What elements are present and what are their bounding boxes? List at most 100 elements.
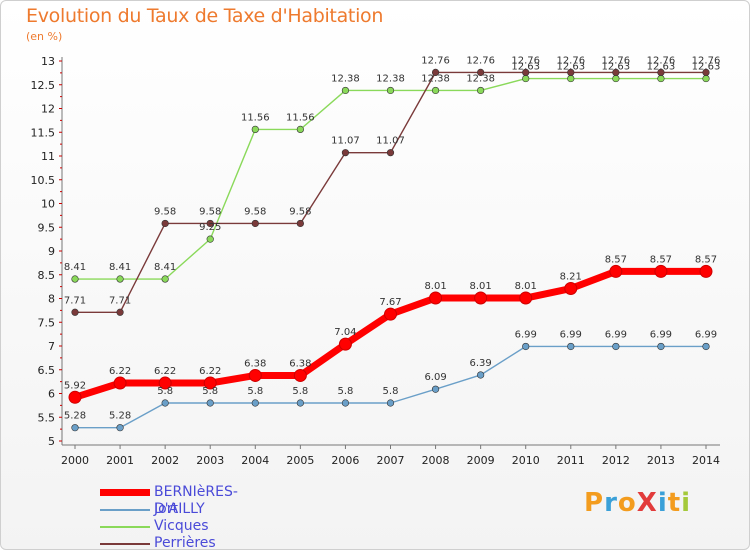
legend-swatch-vicques	[100, 526, 150, 528]
x-tick-label: 2001	[106, 454, 134, 467]
logo-letter: o	[617, 488, 637, 518]
data-label-3: 12.76	[647, 55, 676, 66]
data-point-1	[567, 342, 575, 351]
y-tick-label: 13	[41, 55, 55, 68]
data-label-0: 6.22	[199, 366, 221, 377]
x-tick-label: 2013	[647, 454, 675, 467]
data-label-0: 5.92	[64, 380, 86, 391]
x-tick-label: 2002	[151, 454, 179, 467]
x-tick-label: 2004	[241, 454, 269, 467]
x-tick-label: 2000	[61, 454, 89, 467]
data-point-0	[158, 376, 172, 390]
data-point-1	[161, 399, 169, 407]
data-point-1	[386, 399, 395, 407]
data-label-2: 12.63	[647, 62, 676, 73]
data-label-1: 6.99	[695, 329, 717, 340]
legend-swatch-jort	[100, 509, 150, 511]
data-label-2: 12.63	[602, 62, 631, 73]
x-tick-label: 2005	[286, 454, 314, 467]
data-point-0	[68, 390, 82, 404]
data-point-1	[522, 342, 530, 351]
data-point-2	[702, 74, 710, 83]
data-point-3	[296, 219, 304, 228]
data-label-3: 11.07	[331, 136, 360, 147]
y-tick-label: 5.5	[38, 411, 56, 424]
data-label-3: 9.58	[154, 206, 176, 217]
data-point-2	[522, 74, 530, 83]
data-point-2	[386, 86, 395, 95]
data-label-0: 8.01	[424, 281, 446, 292]
data-point-0	[654, 264, 668, 278]
data-point-2	[477, 86, 485, 95]
data-point-0	[519, 291, 533, 305]
data-label-0: 8.57	[605, 254, 627, 265]
y-tick-label: 7.5	[38, 316, 56, 329]
data-point-3	[71, 308, 79, 316]
data-label-0: 8.01	[470, 281, 492, 292]
proxiti-logo: ProXiti	[584, 488, 691, 518]
logo-letter: i	[657, 488, 668, 518]
data-label-0: 8.01	[515, 281, 537, 292]
data-label-2: 8.41	[109, 262, 131, 273]
data-point-2	[116, 275, 124, 283]
data-label-1: 5.8	[383, 386, 399, 397]
data-point-1	[206, 399, 214, 407]
data-point-3	[251, 219, 259, 228]
data-point-2	[567, 74, 575, 83]
logo-letter: r	[604, 488, 618, 518]
legend-label-jort: Jort	[154, 501, 178, 517]
data-point-0	[203, 376, 217, 390]
data-label-1: 5.8	[247, 386, 263, 397]
data-point-1	[296, 399, 304, 407]
data-label-2: 12.38	[466, 73, 495, 84]
data-label-3: 12.76	[421, 55, 450, 66]
data-label-3: 11.07	[376, 136, 405, 147]
data-label-1: 6.39	[470, 358, 492, 369]
data-label-2: 12.63	[692, 62, 721, 73]
data-label-3: 12.76	[466, 55, 495, 66]
data-point-3	[431, 68, 440, 76]
data-point-2	[657, 74, 665, 83]
data-point-0	[293, 368, 307, 382]
x-tick-label: 2014	[692, 454, 720, 467]
data-label-1: 5.8	[337, 386, 353, 397]
data-point-0	[609, 264, 623, 278]
data-label-0: 6.22	[154, 366, 176, 377]
data-point-3	[612, 68, 620, 76]
data-label-2: 8.41	[154, 262, 176, 273]
legend-label-bernieres: BERNIèRES-D'AILLY	[154, 484, 238, 517]
x-tick-label: 2007	[377, 454, 405, 467]
logo-letter: i	[681, 488, 692, 518]
y-tick-label: 5	[48, 435, 55, 448]
data-label-2: 12.63	[511, 62, 540, 73]
data-point-3	[477, 68, 485, 76]
data-label-2: 11.56	[241, 112, 270, 123]
data-point-3	[341, 149, 350, 157]
data-label-3: 12.76	[556, 55, 585, 66]
legend-swatch-bernieres	[100, 489, 150, 496]
data-label-2: 9.25	[199, 222, 221, 233]
series-line-2	[75, 77, 706, 280]
data-label-3: 7.71	[64, 295, 86, 306]
data-label-3: 12.76	[602, 55, 631, 66]
data-label-1: 5.8	[292, 386, 308, 397]
data-point-1	[431, 385, 440, 393]
legend-label-perrieres: Perrières	[154, 535, 216, 551]
data-label-1: 5.8	[157, 386, 173, 397]
x-tick-label: 2012	[602, 454, 630, 467]
data-label-3: 12.76	[511, 55, 540, 66]
logo-letter: t	[667, 488, 682, 518]
data-label-2: 11.56	[286, 112, 315, 123]
data-point-0	[429, 291, 443, 305]
y-tick-label: 8.5	[38, 269, 56, 282]
data-label-1: 6.99	[650, 329, 672, 340]
x-tick-label: 2011	[557, 454, 585, 467]
data-label-0: 8.57	[650, 254, 672, 265]
data-point-2	[431, 86, 440, 95]
data-label-1: 5.28	[64, 411, 86, 422]
data-point-0	[474, 291, 488, 305]
legend-label-vicques: Vicques	[154, 518, 209, 534]
data-label-3: 12.76	[692, 55, 721, 66]
